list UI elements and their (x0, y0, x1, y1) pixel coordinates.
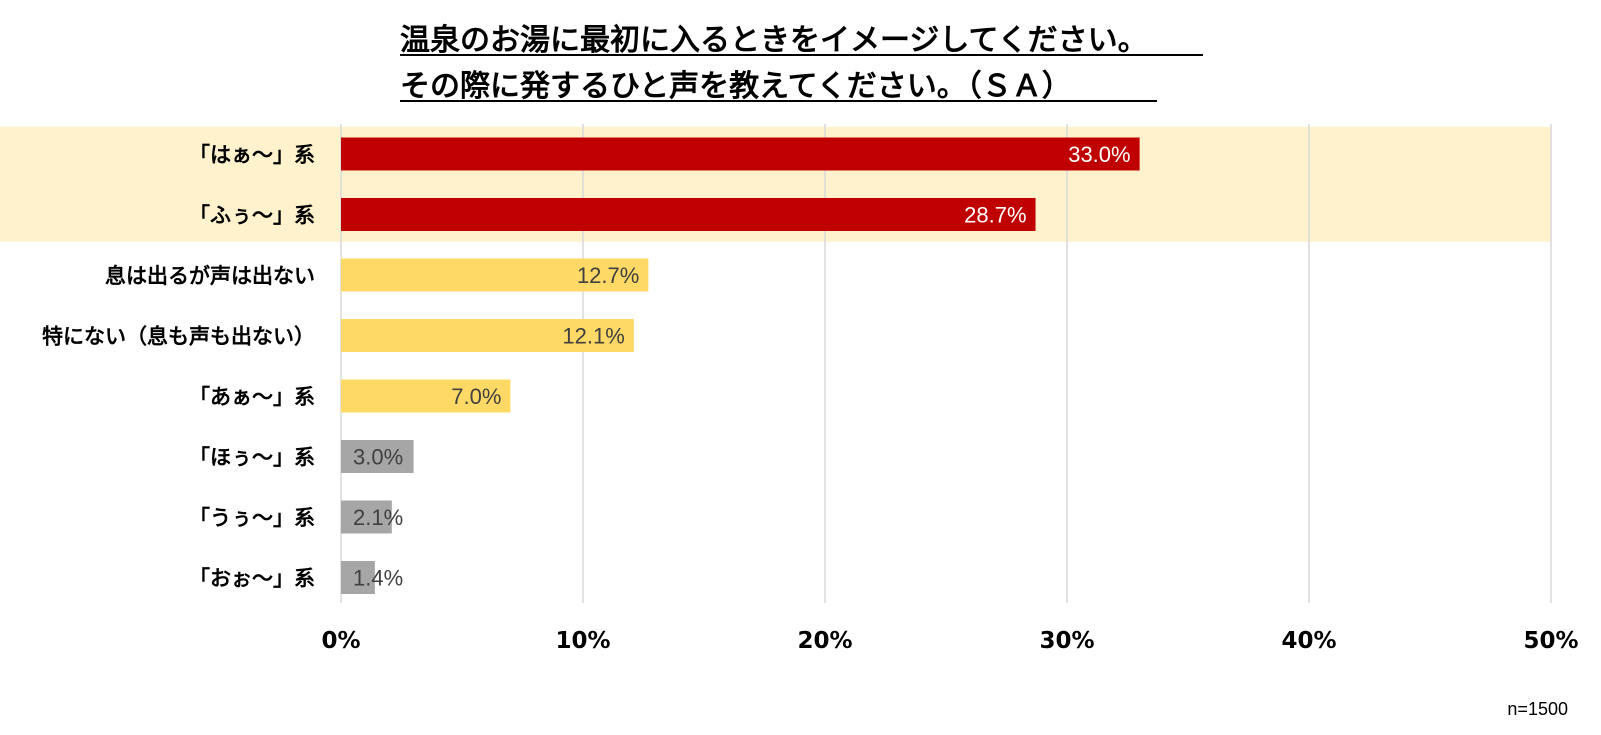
bar (341, 319, 634, 352)
x-tick-label: 40% (1281, 628, 1336, 654)
value-label: 12.1% (562, 324, 624, 349)
x-tick-label: 0% (321, 628, 360, 654)
bar (341, 198, 1036, 231)
category-label: 特にない（息も声も出ない） (42, 325, 315, 349)
bars (341, 137, 1140, 594)
bar (341, 500, 392, 534)
x-tick-label: 10% (555, 628, 610, 654)
value-labels: 33.0% 28.7% 12.7% 12.1% 7.0% 3.0% 2.1% 1.4% (353, 142, 1131, 591)
x-tick-label: 30% (1039, 628, 1094, 654)
value-label: 33.0% (1068, 142, 1130, 167)
category-label: 「はぁ〜」系 (189, 143, 315, 167)
bar (341, 440, 414, 473)
value-label: 1.4% (353, 566, 403, 591)
x-tick-label: 20% (797, 628, 852, 654)
value-label: 28.7% (964, 203, 1026, 228)
chart-title-line-2: その際に発するひと声を教えてください。（ＳＡ） (400, 69, 1072, 104)
x-axis-tick-labels: 0% 10% 20% 30% 40% 50% (321, 628, 1578, 654)
chart-title-line-1: 温泉のお湯に最初に入るときをイメージしてください。 (400, 23, 1148, 58)
value-label: 2.1% (353, 505, 403, 530)
bar (341, 137, 1140, 171)
category-label: 息は出るが声は出ない (105, 264, 315, 288)
category-label: 「あぁ〜」系 (189, 385, 315, 409)
category-label: 「ふぅ〜」系 (189, 204, 315, 228)
value-label: 7.0% (451, 384, 501, 409)
bar (341, 379, 511, 413)
value-label: 3.0% (353, 445, 403, 470)
category-label: 「うぅ〜」系 (189, 506, 315, 530)
x-tick-label: 50% (1523, 628, 1578, 654)
category-label: 「おぉ〜」系 (189, 567, 315, 591)
category-label: 「ほぅ〜」系 (189, 446, 315, 470)
bar (341, 258, 649, 292)
bar (341, 561, 375, 594)
sample-size-note: n=1500 (1507, 699, 1568, 719)
value-label: 12.7% (577, 263, 639, 288)
